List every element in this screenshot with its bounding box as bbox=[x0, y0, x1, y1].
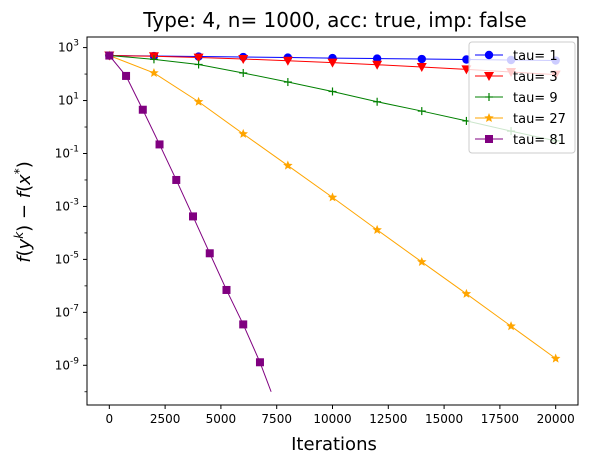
y-tick-label: 101 bbox=[58, 92, 79, 108]
data-point bbox=[155, 140, 164, 149]
data-point bbox=[238, 55, 249, 65]
data-point bbox=[189, 212, 198, 221]
data-point bbox=[327, 192, 338, 202]
data-point bbox=[283, 160, 293, 170]
data-point bbox=[485, 93, 493, 101]
y-tick-label: 103 bbox=[58, 39, 79, 55]
data-point bbox=[205, 249, 214, 258]
series-tau-27 bbox=[104, 50, 561, 363]
legend-item: tau= 3 bbox=[475, 70, 558, 85]
data-point bbox=[372, 54, 382, 63]
x-tick-label: 5000 bbox=[206, 412, 237, 426]
data-point bbox=[282, 56, 293, 66]
data-point bbox=[193, 53, 204, 63]
data-point bbox=[550, 353, 561, 363]
data-point bbox=[222, 285, 231, 294]
data-point bbox=[138, 105, 147, 114]
data-point bbox=[238, 128, 248, 138]
legend-label: tau= 81 bbox=[513, 133, 566, 148]
x-axis: 0 2500 5000 7500 10000 12500 15000 17500 20000 bbox=[105, 405, 575, 426]
data-point bbox=[484, 50, 494, 60]
data-point bbox=[283, 78, 292, 87]
x-tick-label: 20000 bbox=[537, 412, 575, 426]
x-tick-label: 0 bbox=[105, 412, 113, 426]
data-point bbox=[372, 60, 383, 70]
data-point bbox=[417, 54, 426, 64]
y-tick-label: 10-5 bbox=[55, 250, 79, 266]
legend-label: tau= 1 bbox=[513, 49, 558, 64]
x-tick-label: 15000 bbox=[425, 412, 463, 426]
data-point bbox=[506, 321, 516, 331]
x-tick-label: 2500 bbox=[150, 412, 181, 426]
data-point bbox=[105, 51, 114, 60]
legend: tau= 1 tau= 3 tau= 9 tau= 27 tau= 81 bbox=[468, 41, 576, 154]
data-point bbox=[149, 55, 158, 64]
data-point bbox=[417, 256, 427, 266]
y-axis: 10-9 10-7 10-5 10-3 10-1 101 103 bbox=[55, 39, 87, 393]
legend-item: tau= 27 bbox=[475, 112, 566, 127]
x-tick-label: 10000 bbox=[313, 412, 351, 426]
series-line bbox=[108, 55, 272, 392]
y-tick-label: 10-7 bbox=[55, 303, 79, 319]
y-axis-label: f(yk) − f(x*) bbox=[12, 161, 35, 263]
data-point bbox=[416, 62, 427, 72]
data-point bbox=[372, 224, 382, 234]
data-point bbox=[255, 358, 264, 367]
data-point bbox=[172, 175, 181, 184]
chart-title: Type: 4, n= 1000, acc: true, imp: false bbox=[142, 8, 526, 32]
data-point bbox=[149, 67, 159, 78]
y-tick-label: 10-3 bbox=[55, 197, 79, 213]
y-tick-label: 10-1 bbox=[55, 144, 79, 160]
legend-item: tau= 1 bbox=[475, 49, 558, 64]
x-tick-label: 12500 bbox=[369, 412, 407, 426]
data-point bbox=[194, 60, 203, 69]
data-point bbox=[328, 87, 337, 96]
x-axis-label: Iterations bbox=[291, 434, 377, 455]
legend-item: tau= 81 bbox=[475, 133, 566, 148]
data-point bbox=[485, 135, 493, 143]
data-point bbox=[461, 288, 472, 298]
data-point bbox=[484, 113, 494, 123]
data-point bbox=[193, 96, 204, 106]
data-point bbox=[239, 320, 248, 329]
x-tick-label: 7500 bbox=[261, 412, 292, 426]
legend-label: tau= 9 bbox=[513, 91, 558, 106]
y-tick-label: 10-9 bbox=[55, 356, 80, 372]
legend-label: tau= 3 bbox=[513, 70, 558, 85]
data-point bbox=[327, 58, 338, 68]
series-tau-81 bbox=[105, 51, 272, 392]
data-point bbox=[484, 72, 494, 81]
data-point bbox=[239, 68, 248, 77]
legend-label: tau= 27 bbox=[513, 112, 566, 127]
x-tick-label: 17500 bbox=[481, 412, 519, 426]
data-point bbox=[122, 71, 131, 80]
legend-box bbox=[468, 41, 576, 154]
data-point bbox=[417, 107, 426, 116]
legend-item: tau= 9 bbox=[475, 91, 558, 106]
data-point bbox=[373, 97, 382, 106]
